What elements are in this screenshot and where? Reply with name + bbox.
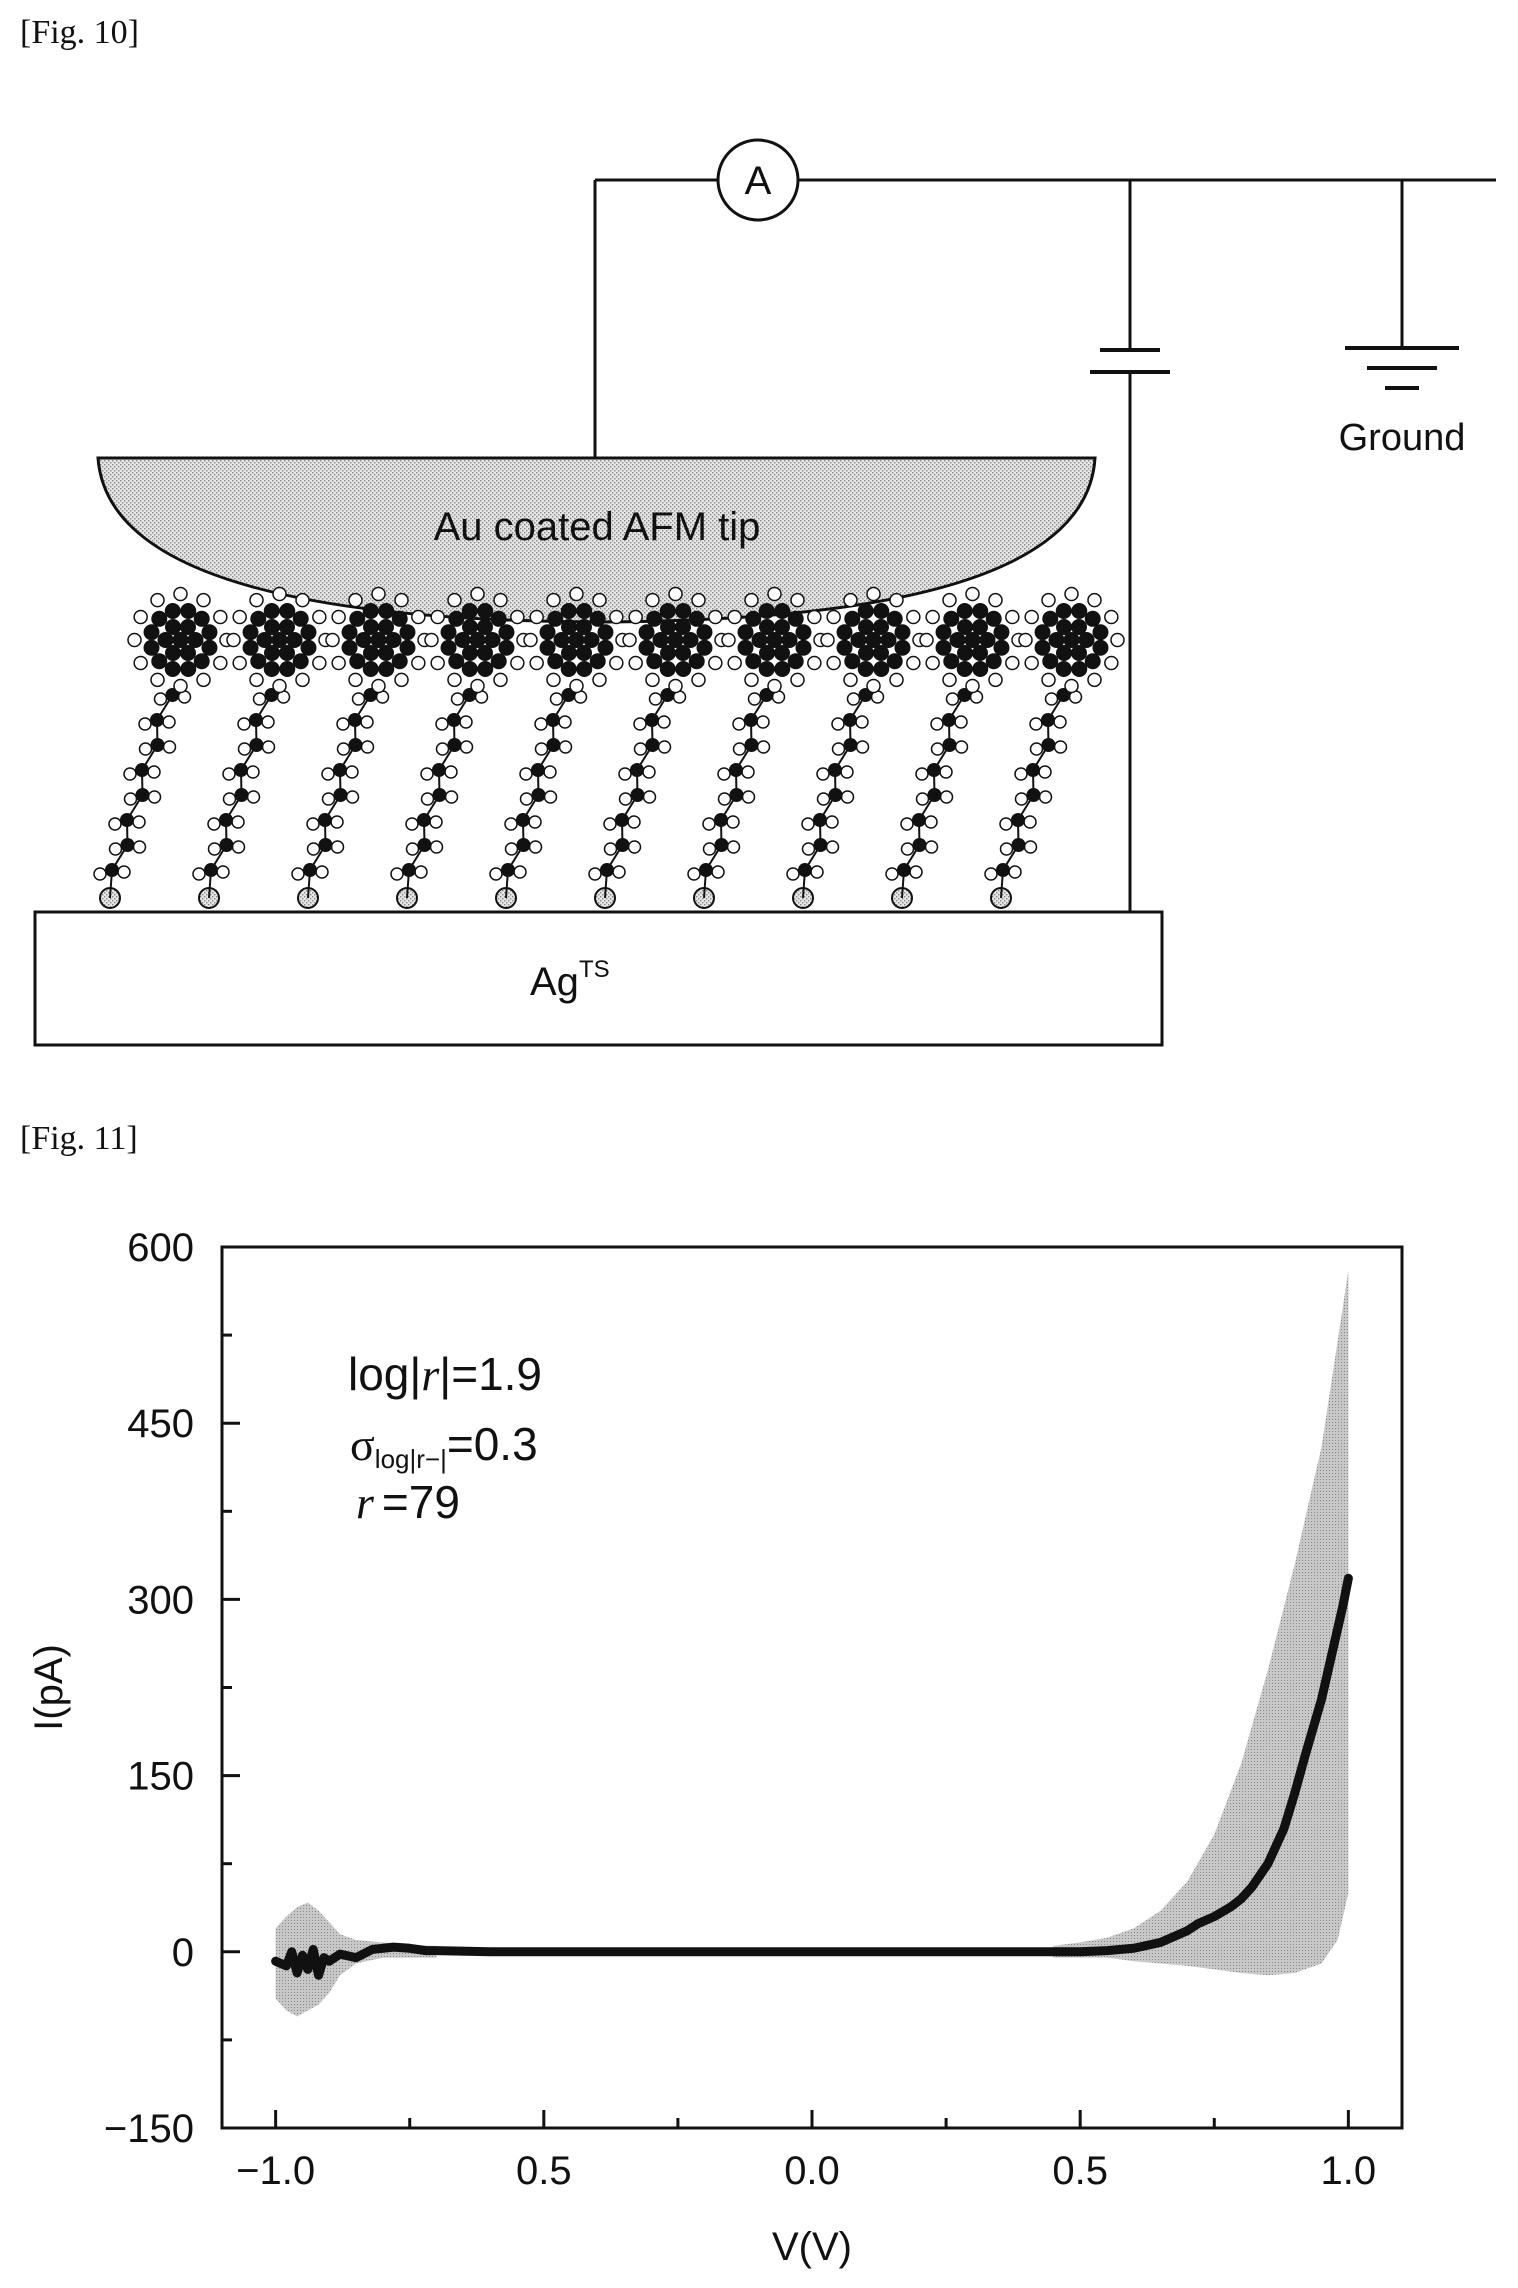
error-band [275,1270,1349,2017]
figure-10-diagram: A Ground Au coated AFM tip AgTS [33,138,1496,1047]
y-tick-label: 450 [127,1402,194,1446]
circuit-wires [593,178,1496,912]
x-tick-label: 0.0 [784,2149,840,2193]
battery-symbol [1090,348,1170,374]
ammeter-label: A [745,159,772,203]
molecule [192,586,333,909]
y-tick-label: −150 [104,2107,194,2151]
x-axis-label: V(V) [772,2225,852,2269]
afm-tip-label: Au coated AFM tip [434,505,761,549]
data-series [271,1573,1353,1980]
molecule [489,586,630,909]
molecule [390,586,531,909]
ground-label: Ground [1339,417,1466,459]
error-band-region [1053,1270,1349,1976]
y-tick-label: 0 [172,1931,194,1975]
molecule [93,586,234,909]
x-tick-label: 0.5 [516,2149,572,2193]
annotation-line-3: r =79 [356,1476,460,1528]
molecule [984,586,1125,909]
substrate-label: AgTS [530,956,610,1004]
figure-11-label: [Fig. 11] [20,1120,138,1157]
ground-symbol [1345,346,1459,390]
annotation-line-1: log|r|=1.9 [348,1348,542,1400]
x-tick-label: −1.0 [236,2149,315,2193]
molecule [687,586,828,909]
plot-frame [220,1245,1404,2130]
y-axis: −150 0 150 300 450 600 [104,1226,240,2151]
figure-10-label: [Fig. 10] [20,14,139,51]
x-tick-label: 1.0 [1321,2149,1377,2193]
y-tick-label: 600 [127,1226,194,1270]
molecule [291,586,432,909]
error-band-region [275,1902,437,2017]
series-line [271,1573,1353,1980]
ammeter-symbol: A [716,138,800,222]
molecule-layer [93,586,1125,909]
y-axis-label: I(pA) [27,1644,71,1731]
afm-tip: Au coated AFM tip [96,456,1097,624]
molecule [885,586,1026,909]
annotation-block: log|r|=1.9 σlog|r−|=0.3 r =79 [348,1348,542,1528]
substrate: AgTS [33,910,1164,1047]
y-tick-label: 300 [127,1578,194,1622]
y-tick-label: 150 [127,1755,194,1799]
x-tick-label: 0.5 [1052,2149,1108,2193]
molecule [786,586,927,909]
x-axis: −1.0 0.5 0.0 0.5 1.0 [236,2110,1376,2193]
annotation-line-2: σlog|r−|=0.3 [350,1418,538,1474]
molecule [588,586,729,909]
